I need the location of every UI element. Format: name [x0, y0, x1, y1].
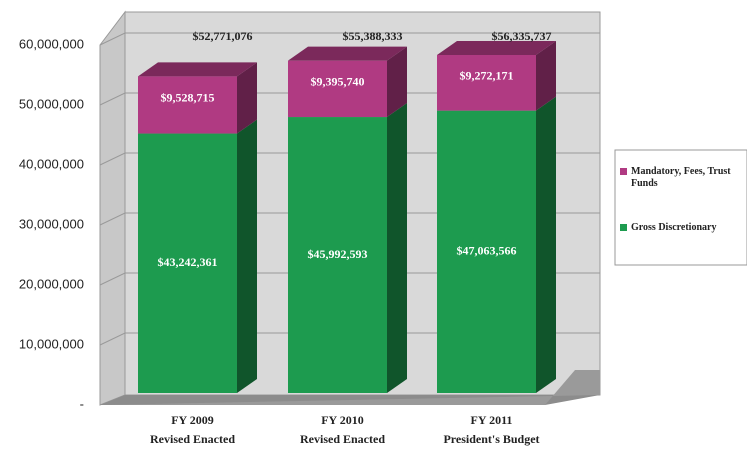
bar-side	[387, 46, 407, 118]
y-tick-label: -	[80, 396, 84, 411]
y-tick-label: 60,000,000	[19, 36, 84, 51]
bar-segment	[138, 76, 237, 134]
bar-side	[387, 103, 407, 394]
y-tick-label: 10,000,000	[19, 336, 84, 351]
bar-side	[536, 40, 556, 111]
legend-box	[614, 149, 747, 266]
legend-label: Mandatory, Fees, Trust Funds	[631, 166, 731, 189]
total-label: $52,771,076	[193, 29, 253, 43]
bar-top	[288, 46, 407, 61]
x-tick-label: FY 2011	[471, 413, 513, 427]
x-tick-label: Revised Enacted	[300, 432, 385, 446]
total-label: $56,335,737	[492, 29, 552, 43]
value-label: $9,395,740	[311, 75, 365, 89]
x-tick-label: Revised Enacted	[150, 432, 235, 446]
value-label: $45,992,593	[308, 247, 368, 261]
y-tick-label: 40,000,000	[19, 156, 84, 171]
legend-label: Gross Discretionary	[631, 222, 716, 233]
bar-segment	[437, 54, 536, 111]
legend-swatch	[620, 168, 627, 175]
x-tick-label: FY 2010	[321, 413, 364, 427]
legend-swatch	[620, 224, 627, 231]
value-label: $9,272,171	[460, 69, 514, 83]
bar-segment	[138, 133, 237, 393]
value-label: $47,063,566	[457, 244, 517, 258]
total-label: $55,388,333	[343, 29, 403, 43]
bar-side	[237, 62, 257, 134]
grid-line	[99, 32, 600, 46]
y-tick-label: 50,000,000	[19, 96, 84, 111]
bar-segment	[437, 110, 536, 394]
bar-top	[138, 62, 257, 77]
value-label: $43,242,361	[158, 255, 218, 269]
bar-top	[437, 40, 556, 55]
side-wall	[99, 10, 126, 406]
y-tick-label: 20,000,000	[19, 276, 84, 291]
bar-segment	[288, 60, 387, 118]
x-tick-label: FY 2009	[171, 413, 214, 427]
bar-segment	[288, 117, 387, 394]
value-label: $9,528,715	[161, 91, 215, 105]
bar-side	[237, 119, 257, 393]
bar-side	[536, 96, 556, 394]
x-tick-label: President's Budget	[443, 432, 539, 446]
y-tick-label: 30,000,000	[19, 216, 84, 231]
